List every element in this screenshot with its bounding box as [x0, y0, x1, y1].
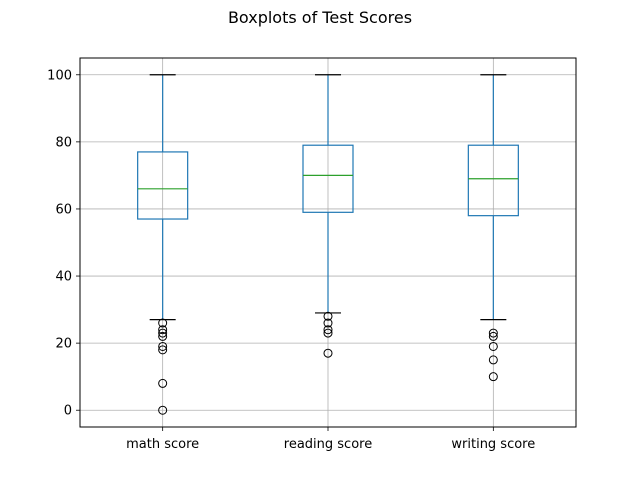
outlier-point: [323, 328, 333, 338]
outlier-point: [158, 328, 168, 338]
outlier-point: [158, 331, 168, 341]
outlier-point: [158, 405, 168, 415]
outlier-point: [488, 372, 498, 382]
y-tick-label: 100: [47, 68, 72, 83]
outlier-point: [158, 325, 168, 335]
box-iqr: [302, 144, 354, 213]
outlier-point: [488, 331, 498, 341]
outlier-point: [488, 355, 498, 365]
y-tick-label: 60: [55, 202, 72, 217]
axis-layer: 0 20 40 60 80 100 math score reading score writi…: [47, 68, 535, 452]
x-tick-label: math score: [126, 437, 199, 452]
outlier-point: [323, 325, 333, 335]
y-tick-label: 80: [55, 135, 72, 150]
outlier-point: [323, 348, 333, 358]
outlier-point: [158, 341, 168, 351]
box-iqr: [467, 144, 519, 217]
outlier-point: [323, 318, 333, 328]
outlier-point: [158, 318, 168, 328]
outlier-point: [488, 341, 498, 351]
x-tick-label: reading score: [284, 437, 372, 452]
box-iqr: [137, 151, 189, 220]
y-tick-label: 40: [55, 270, 72, 285]
chart-title: Boxplots of Test Scores: [228, 8, 412, 27]
y-tick-label: 0: [64, 404, 72, 419]
plot-layer: [137, 74, 519, 415]
outlier-point: [158, 345, 168, 355]
outlier-point: [158, 378, 168, 388]
x-tick-label: writing score: [451, 437, 535, 452]
outlier-point: [488, 328, 498, 338]
plot-frame: [79, 57, 577, 428]
y-tick-label: 20: [55, 337, 72, 352]
outlier-point: [323, 311, 333, 321]
